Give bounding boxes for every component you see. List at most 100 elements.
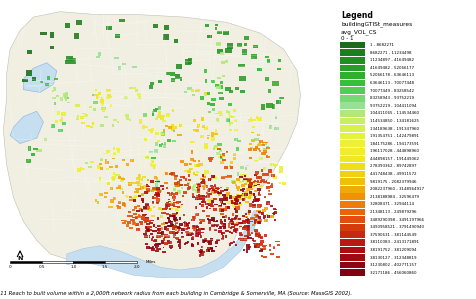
Bar bbox=[117, 187, 121, 190]
Bar bbox=[254, 214, 258, 216]
Bar bbox=[169, 214, 171, 217]
Bar bbox=[339, 65, 365, 71]
Bar bbox=[229, 231, 230, 233]
Bar bbox=[259, 180, 262, 183]
Bar bbox=[230, 161, 232, 164]
Bar bbox=[231, 180, 235, 183]
Bar bbox=[233, 138, 238, 141]
Bar bbox=[232, 109, 236, 112]
Bar bbox=[100, 124, 103, 127]
Bar bbox=[160, 115, 164, 117]
Bar bbox=[178, 242, 180, 244]
Bar bbox=[136, 181, 139, 184]
Bar bbox=[197, 242, 199, 245]
Bar bbox=[205, 185, 208, 188]
Bar bbox=[199, 196, 201, 199]
Bar bbox=[157, 225, 160, 228]
Bar bbox=[171, 231, 174, 234]
Bar bbox=[252, 126, 255, 129]
Bar bbox=[134, 195, 137, 198]
Bar bbox=[208, 221, 210, 224]
Bar bbox=[224, 176, 226, 178]
Bar bbox=[240, 174, 242, 178]
Bar bbox=[211, 217, 214, 219]
Bar bbox=[31, 153, 35, 156]
Bar bbox=[173, 202, 177, 203]
Bar bbox=[255, 199, 258, 202]
Bar bbox=[219, 208, 223, 210]
Bar bbox=[200, 117, 204, 121]
Bar bbox=[228, 223, 230, 224]
Text: 32808471 - 32944114: 32808471 - 32944114 bbox=[369, 202, 413, 206]
Bar bbox=[222, 225, 226, 227]
Bar bbox=[192, 172, 195, 175]
Bar bbox=[257, 222, 260, 224]
Bar bbox=[45, 83, 49, 86]
Bar bbox=[221, 232, 224, 234]
Bar bbox=[258, 219, 261, 222]
Bar bbox=[133, 222, 135, 225]
Bar bbox=[57, 112, 60, 115]
Bar bbox=[236, 147, 238, 150]
Bar bbox=[246, 227, 250, 230]
Bar bbox=[339, 133, 365, 139]
Bar bbox=[219, 210, 222, 212]
Bar bbox=[155, 247, 158, 248]
Bar bbox=[181, 228, 184, 231]
Bar bbox=[210, 103, 215, 106]
Bar bbox=[251, 224, 255, 226]
Bar bbox=[273, 208, 275, 210]
Bar bbox=[210, 186, 214, 189]
Bar bbox=[172, 234, 176, 236]
Bar bbox=[257, 184, 259, 185]
Bar bbox=[266, 59, 269, 63]
Bar bbox=[256, 247, 258, 248]
Bar bbox=[248, 143, 251, 145]
Bar bbox=[167, 225, 170, 227]
Bar bbox=[175, 64, 182, 68]
Bar bbox=[93, 109, 96, 111]
Bar bbox=[168, 220, 170, 223]
Bar bbox=[56, 95, 59, 97]
Bar bbox=[205, 191, 208, 194]
Bar bbox=[243, 225, 246, 228]
Bar bbox=[151, 128, 153, 131]
Bar bbox=[155, 132, 159, 135]
Polygon shape bbox=[67, 211, 260, 278]
Bar bbox=[238, 218, 241, 220]
Text: 441748438 - 49911572: 441748438 - 49911572 bbox=[369, 172, 415, 176]
Bar bbox=[146, 246, 150, 249]
Bar bbox=[172, 225, 176, 228]
Bar bbox=[153, 224, 155, 227]
Bar bbox=[137, 93, 139, 96]
Bar bbox=[151, 215, 155, 217]
Bar bbox=[172, 235, 175, 238]
Bar bbox=[170, 126, 174, 130]
Bar bbox=[137, 183, 141, 186]
Bar bbox=[269, 244, 271, 247]
Bar bbox=[195, 226, 198, 228]
Bar bbox=[339, 148, 365, 155]
Bar bbox=[260, 249, 262, 250]
Bar bbox=[211, 135, 214, 138]
Text: 184175286 - 194173591: 184175286 - 194173591 bbox=[369, 142, 418, 146]
Bar bbox=[88, 166, 92, 168]
Bar bbox=[171, 175, 175, 176]
Bar bbox=[143, 206, 147, 209]
Bar bbox=[265, 56, 268, 58]
Bar bbox=[228, 217, 229, 220]
Bar bbox=[196, 171, 198, 173]
Bar bbox=[237, 140, 241, 143]
Bar bbox=[176, 190, 180, 193]
Bar bbox=[160, 143, 163, 145]
Bar bbox=[116, 205, 119, 207]
Bar bbox=[113, 147, 115, 150]
Bar bbox=[202, 179, 205, 181]
Bar bbox=[185, 228, 188, 230]
Bar bbox=[184, 170, 187, 172]
Bar bbox=[161, 120, 166, 122]
Bar bbox=[339, 247, 365, 253]
Bar bbox=[202, 219, 205, 222]
Bar bbox=[94, 89, 97, 91]
Bar bbox=[106, 97, 109, 99]
